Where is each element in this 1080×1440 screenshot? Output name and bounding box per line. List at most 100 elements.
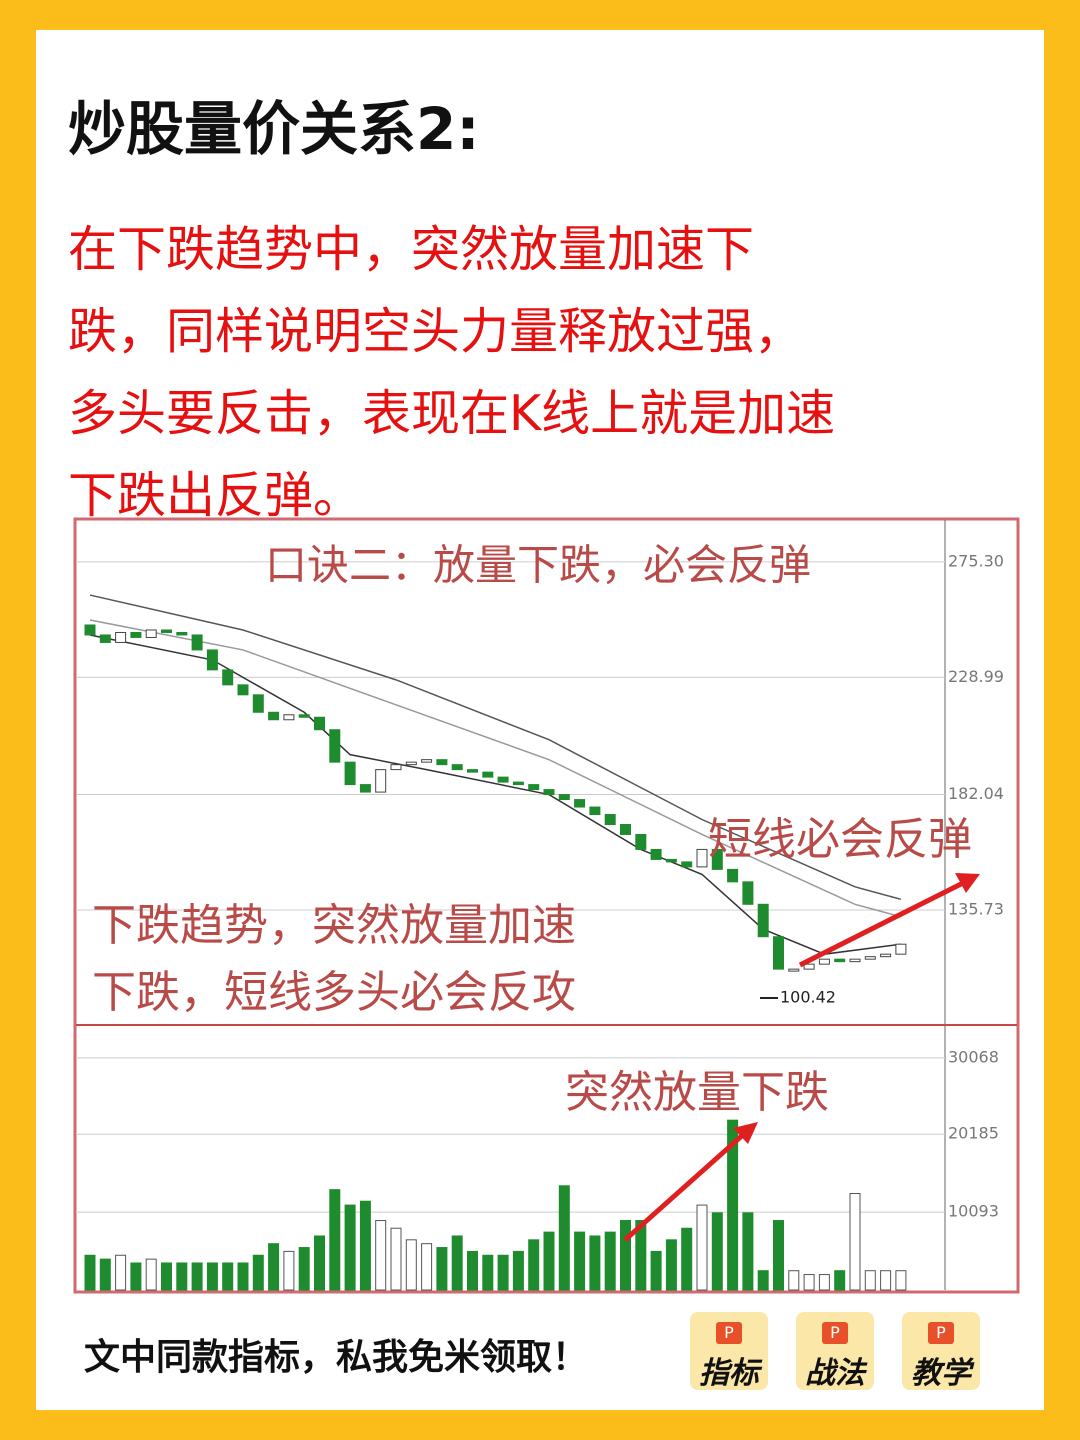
annotation: 下跌趋势，突然放量加速 [92,900,576,951]
y-tick-label: 20185 [948,1124,999,1143]
annotation: 突然放量下跌 [565,1067,829,1118]
volume-bar [543,1231,555,1291]
candle-body [849,958,861,963]
volume-bar [84,1254,96,1291]
volume-bar [405,1239,417,1291]
volume-bar [528,1239,540,1291]
candle-body [145,629,157,638]
candle-body [222,669,234,686]
volume-bar [803,1274,815,1291]
volume-bar [314,1235,325,1291]
volume-bar [604,1231,616,1291]
volume-bar [329,1189,341,1291]
volume-bar [451,1235,463,1291]
chart-title: 口诀二：放量下跌，必会反弹 [265,541,811,590]
volume-bar [834,1270,846,1291]
candle-body [482,771,494,778]
volume-bar [757,1270,769,1291]
volume-bar [512,1250,524,1291]
candle-body [451,764,463,771]
arrow [623,1131,747,1242]
volume-bar [344,1204,356,1291]
low-label: 100.42 [780,988,836,1007]
y-tick-label: 228.99 [948,667,1004,686]
volume-bar [482,1254,494,1291]
volume-bar [650,1250,662,1291]
volume-bar [773,1220,784,1291]
volume-bar [864,1270,876,1291]
volume-bar [252,1254,264,1291]
candle-body [895,943,907,955]
ma-line [89,619,902,918]
volume-bar [390,1227,402,1291]
volume-bar [99,1258,111,1291]
button-label: 教学 [911,1356,971,1391]
candle-body [359,784,371,793]
candle-body [497,776,509,783]
volume-bar [589,1235,601,1291]
volume-bar [681,1227,693,1291]
volume-bar [620,1220,631,1291]
candle-body [620,823,631,835]
volume-bar [268,1243,280,1291]
candle-body [818,958,830,965]
volume-bar [375,1220,387,1291]
volume-bar [895,1270,907,1291]
volume-bar [665,1239,677,1291]
candle-body [314,716,325,731]
candle-body [512,781,524,786]
y-tick-label: 10093 [948,1202,999,1221]
volume-bar [436,1247,448,1291]
y-tick-label: 135.73 [948,899,1004,918]
button[interactable]: P 教学 [902,1312,980,1391]
candle-body [436,759,448,766]
candle-body [681,861,693,868]
candle-body [665,858,677,863]
volume-bar [115,1254,127,1291]
candle-body [574,799,586,808]
candle-body [161,629,172,633]
volume-bar [130,1262,142,1291]
volume-bar [176,1262,188,1291]
title: 炒股量价关系2: [68,95,480,163]
candle-body [405,761,417,766]
candle-body [283,714,295,721]
candle-body [390,764,402,771]
candle-body [543,789,555,796]
candle-body [650,848,662,860]
button-label: 指标 [699,1356,759,1391]
arrow-head [733,1122,758,1144]
candle-body [558,794,570,801]
candle-body [742,881,754,905]
button-label: 战法 [805,1356,865,1391]
volume-bar [222,1262,234,1291]
candle-body [589,806,601,816]
candle-body [604,814,616,825]
footer-text: 文中同款指标，私我免米领取！ [84,1337,589,1378]
button-icon: P [716,1322,742,1344]
candle-body [711,848,723,870]
body-line: 在下跌趋势中，突然放量加速下 [68,221,755,278]
volume-bar [696,1204,708,1291]
candle-body [880,953,892,958]
candle-body [727,868,739,883]
volume-bar [359,1200,371,1291]
annotation: 短线必会反弹 [708,814,972,865]
arrow [798,879,967,968]
candle-body [298,714,310,718]
volume-bar [635,1220,647,1291]
candle-body [115,631,127,643]
button[interactable]: P 战法 [796,1312,874,1391]
volume-bar [497,1254,509,1291]
button[interactable]: P 指标 [690,1312,768,1391]
body-line: 跌，同样说明空头力量释放过强， [68,303,804,360]
candle-body [84,624,96,636]
volume-bar [880,1270,892,1291]
candle-body [191,634,203,651]
volume-bar [849,1193,861,1291]
candle-body [130,631,142,638]
volume-bar [711,1212,723,1291]
volume-bar [421,1243,433,1291]
